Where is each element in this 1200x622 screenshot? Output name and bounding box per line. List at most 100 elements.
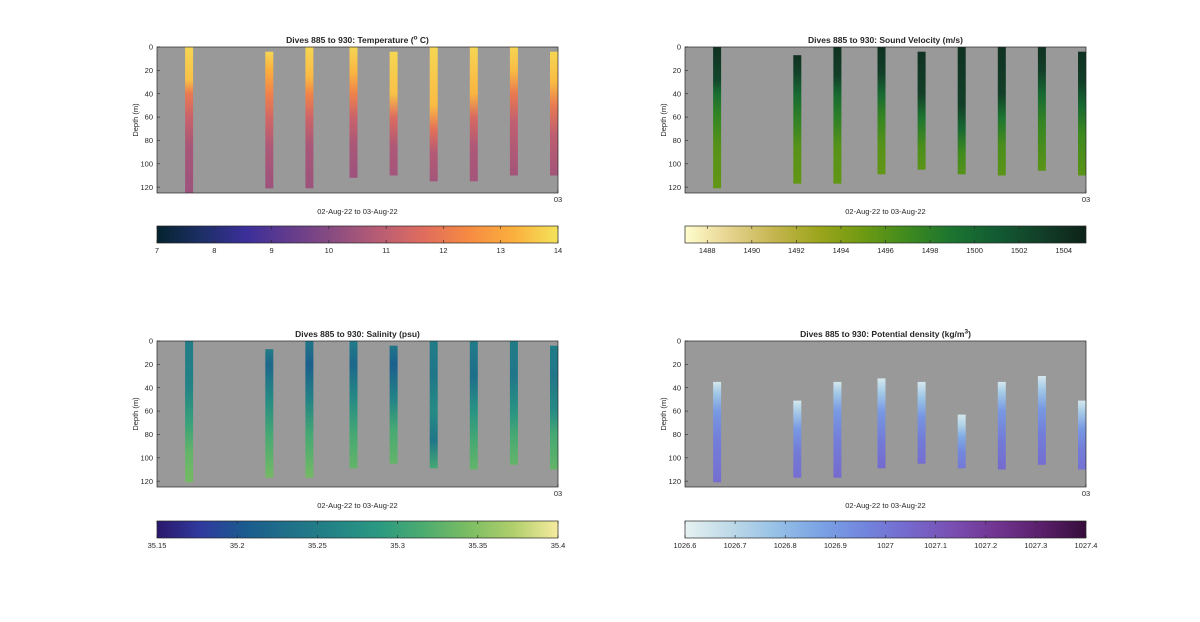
profile-strip: [1037, 376, 1046, 465]
x-tick-label: 03: [1082, 195, 1090, 204]
colorbar-gradient: [156, 225, 559, 244]
colorbar-gradient: [156, 520, 559, 539]
colorbar-tick-label: 1027: [877, 541, 894, 550]
colorbar-tick-label: 1027.1: [924, 541, 947, 550]
y-tick-label: 0: [149, 337, 153, 346]
profile-strip: [389, 51, 398, 176]
profile-strip: [550, 345, 558, 470]
y-tick-label: 100: [668, 453, 681, 462]
profile-strip: [1078, 51, 1086, 176]
profile-strip: [713, 381, 722, 483]
y-tick-label: 80: [673, 430, 681, 439]
colorbar-tick-label: 35.3: [390, 541, 405, 550]
profile-strips: [713, 47, 1086, 189]
colorbar-tick-label: 35.25: [308, 541, 327, 550]
profile-strip: [265, 349, 274, 478]
colorbar-tick-label: 1494: [833, 246, 850, 255]
profile-strip: [305, 341, 314, 478]
profile-strip: [509, 341, 518, 465]
profile-strip: [469, 341, 478, 470]
profile-strip: [1037, 47, 1046, 171]
y-tick-label: 100: [140, 159, 153, 168]
colorbar-tick-label: 1492: [788, 246, 805, 255]
colorbar-tick-label: 1026.8: [774, 541, 797, 550]
colorbar-tick-label: 1504: [1055, 246, 1072, 255]
y-tick-label: 60: [145, 407, 153, 416]
colorbar-tick-label: 1026.7: [724, 541, 747, 550]
colorbar-tick-label: 1027.2: [974, 541, 997, 550]
chart-title: Dives 885 to 930: Salinity (psu): [295, 329, 420, 339]
panel-potential-density: 0 20 40 60 80 100 120 03 Dives 885 to 930: Poten…: [659, 329, 1097, 551]
y-tick-label: 20: [673, 66, 681, 75]
colorbar-tick-label: 35.15: [148, 541, 167, 550]
colorbar: 1026.6 1026.7 1026.8 1026.9 1027 1027.1 1027.2…: [674, 520, 1098, 550]
profile-strips: [713, 376, 1086, 483]
profile-strip: [389, 345, 398, 464]
profile-strip: [1078, 400, 1086, 470]
y-tick-label: 80: [673, 136, 681, 145]
profile-strip: [305, 47, 314, 189]
panel-temperature: 0 20 40 60 80 100 120 03 Dives 885 to 930: Tempe…: [131, 35, 562, 256]
colorbar-tick-label: 1027.3: [1024, 541, 1047, 550]
chart-title: Dives 885 to 930: Sound Velocity (m/s): [808, 35, 963, 45]
colorbar-tick-label: 11: [382, 246, 390, 255]
y-tick-label: 60: [673, 113, 681, 122]
profile-strip: [265, 51, 274, 189]
axes-frame: [684, 340, 1087, 488]
colorbar-tick-label: 1502: [1011, 246, 1028, 255]
colorbar-tick-label: 35.2: [230, 541, 245, 550]
colorbar-tick-label: 35.4: [551, 541, 566, 550]
y-tick-label: 100: [140, 453, 153, 462]
colorbar: 1488 1490 1492 1494 1496 1498 1500 1502 1504: [684, 225, 1087, 255]
profile-strip: [917, 381, 926, 464]
y-tick-label: 40: [673, 383, 681, 392]
profile-strip: [793, 55, 802, 184]
profile-strips: [185, 341, 558, 483]
profile-strip: [185, 341, 194, 483]
y-tick-label: 40: [673, 89, 681, 98]
colorbar: 7 8 9 10 11 12 13 14: [155, 225, 562, 255]
y-tick-label: 0: [149, 43, 153, 52]
profile-strip: [917, 51, 926, 170]
y-tick-label: 40: [145, 383, 153, 392]
y-tick-label: 60: [145, 113, 153, 122]
colorbar-tick-label: 1027.4: [1075, 541, 1098, 550]
profile-strip: [550, 51, 558, 176]
y-tick-label: 120: [140, 477, 153, 486]
y-tick-label: 120: [668, 183, 681, 192]
colorbar-tick-label: 9: [269, 246, 273, 255]
y-tick-label: 120: [668, 477, 681, 486]
y-axis-label: Depth (m): [131, 397, 140, 431]
colorbar: 35.15 35.2 35.25 35.3 35.35 35.4: [148, 520, 566, 550]
chart-title: Dives 885 to 930: Temperature (o C): [286, 35, 429, 46]
y-tick-label: 80: [145, 136, 153, 145]
profile-strip: [833, 47, 842, 184]
colorbar-tick-label: 12: [439, 246, 447, 255]
y-tick-label: 100: [668, 159, 681, 168]
colorbar-tick-label: 1488: [699, 246, 716, 255]
y-axis-label: Depth (m): [659, 397, 668, 431]
axes-frame: [156, 46, 559, 194]
chart-title: Dives 885 to 930: Potential density (kg/…: [800, 329, 971, 340]
y-tick-label: 20: [145, 66, 153, 75]
y-tick-label: 80: [145, 430, 153, 439]
profile-strips: [185, 47, 558, 193]
colorbar-tick-label: 10: [325, 246, 333, 255]
profile-strip: [429, 341, 438, 469]
profile-strip: [349, 47, 358, 178]
y-tick-label: 20: [673, 360, 681, 369]
y-tick-label: 20: [145, 360, 153, 369]
x-tick-label: 03: [1082, 489, 1090, 498]
profile-strip: [957, 414, 966, 469]
y-axis-label: Depth (m): [131, 103, 140, 137]
colorbar-tick-label: 1026.6: [674, 541, 697, 550]
colorbar-tick-label: 8: [212, 246, 216, 255]
y-tick-label: 0: [677, 337, 681, 346]
y-tick-label: 40: [145, 89, 153, 98]
panel-sound-velocity: 0 20 40 60 80 100 120 03 Dives 885 to 930: Sound…: [659, 35, 1090, 255]
profile-strip: [349, 341, 358, 469]
colorbar-tick-label: 1490: [743, 246, 760, 255]
profile-strip: [877, 378, 886, 469]
profile-strip: [833, 381, 842, 478]
colorbar-tick-label: 14: [554, 246, 562, 255]
